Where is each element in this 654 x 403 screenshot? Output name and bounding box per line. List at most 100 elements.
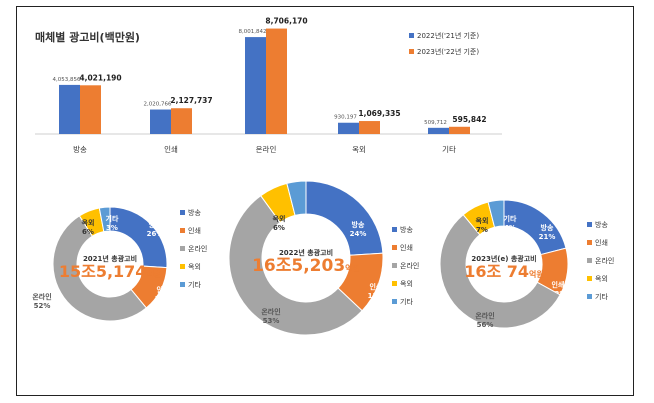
x-tick-label: 옥외 bbox=[352, 144, 366, 154]
slice-label: 53% bbox=[263, 317, 280, 325]
slice-label: 21% bbox=[539, 233, 556, 241]
bar bbox=[245, 37, 266, 134]
legend-label: 인쇄 bbox=[188, 226, 201, 235]
donut-slice bbox=[228, 195, 363, 336]
bar bbox=[150, 109, 171, 134]
slice-label: 방송 bbox=[149, 220, 162, 229]
bar bbox=[338, 122, 359, 134]
bar bbox=[359, 121, 380, 134]
legend-swatch bbox=[587, 276, 592, 281]
bar bbox=[171, 108, 192, 134]
slice-label: 7% bbox=[476, 226, 488, 234]
slice-label: 온라인 bbox=[261, 307, 280, 316]
bar-data-label: 509,712 bbox=[424, 120, 447, 126]
slice-label: 6% bbox=[82, 228, 94, 236]
slice-label: 온라인 bbox=[32, 292, 51, 301]
x-tick-label: 온라인 bbox=[256, 144, 277, 154]
bar bbox=[266, 28, 287, 134]
slice-label: 온라인 bbox=[475, 311, 494, 320]
center-total-unit: 억원 bbox=[345, 263, 360, 273]
center-total: 15조5,174억원 bbox=[59, 262, 161, 281]
center-total-value: 15조5,174 bbox=[59, 262, 147, 281]
slice-label: 방송 bbox=[352, 220, 365, 229]
legend-label: 기타 bbox=[595, 292, 608, 301]
bar bbox=[59, 84, 80, 134]
center-title: 2023년(e) 총광고비 bbox=[471, 254, 536, 263]
legend-swatch bbox=[392, 299, 397, 304]
donut-slice bbox=[286, 180, 307, 216]
slice-label: 기타 bbox=[106, 214, 119, 223]
legend-swatch bbox=[180, 228, 185, 233]
legend-swatch bbox=[180, 264, 185, 269]
center-total-unit: 억원 bbox=[529, 269, 544, 279]
legend-label: 온라인 bbox=[400, 261, 419, 270]
bar-data-label: 4,053,856 bbox=[53, 77, 81, 83]
donut-slice bbox=[439, 213, 561, 329]
center-total-value: 16조 74 bbox=[464, 262, 529, 281]
chart-title: 매체별 광고비(백만원) bbox=[35, 30, 140, 44]
slice-label: 52% bbox=[34, 302, 51, 310]
slice-label: 옥외 bbox=[273, 214, 286, 223]
slice-label: 13% bbox=[368, 292, 385, 300]
donut-slice bbox=[305, 180, 384, 256]
center-total: 16조5,203억원 bbox=[252, 256, 360, 276]
chart-frame: 매체별 광고비(백만원) 2022년('21년 기준) 2023년('22년 기준)… bbox=[16, 6, 634, 396]
bar-data-label: 8,001,842 bbox=[239, 29, 267, 35]
slice-label: 옥외 bbox=[82, 218, 95, 227]
legend-label: 옥외 bbox=[595, 274, 608, 283]
slice-label: 기타 bbox=[295, 215, 308, 224]
slice-label: 26% bbox=[147, 230, 164, 238]
legend-label: 방송 bbox=[595, 220, 608, 229]
slice-label: 옥외 bbox=[476, 216, 489, 225]
legend-swatch bbox=[409, 49, 414, 54]
center-total: 16조 74억원 bbox=[464, 262, 544, 281]
bar-data-label: 595,842 bbox=[452, 115, 486, 124]
x-tick-label: 기타 bbox=[442, 145, 456, 154]
donut-slice bbox=[98, 206, 111, 233]
slice-label: 방송 bbox=[541, 223, 554, 232]
bar-data-label: 2,127,737 bbox=[170, 96, 212, 105]
legend-label: 2023년('22년 기준) bbox=[417, 47, 479, 56]
legend-swatch bbox=[587, 294, 592, 299]
chart-canvas: 매체별 광고비(백만원) 2022년('21년 기준) 2023년('22년 기준)… bbox=[32, 17, 614, 336]
slice-label: 13% bbox=[155, 295, 172, 303]
legend-label: 기타 bbox=[400, 297, 413, 306]
legend-swatch bbox=[587, 222, 592, 227]
slice-label: 4% bbox=[295, 225, 307, 233]
legend-swatch bbox=[180, 282, 185, 287]
legend-swatch bbox=[392, 263, 397, 268]
bar-data-label: 2,020,766 bbox=[144, 102, 172, 108]
bar-data-label: 4,021,190 bbox=[79, 73, 121, 82]
center-total-value: 16조5,203 bbox=[252, 256, 345, 276]
slice-label: 3% bbox=[106, 224, 118, 232]
bar-data-label: 1,069,335 bbox=[358, 109, 400, 118]
legend-label: 온라인 bbox=[188, 244, 207, 253]
slice-label: 인쇄 bbox=[370, 282, 383, 291]
center-title: 2022년 총광고비 bbox=[279, 248, 333, 257]
bar bbox=[428, 127, 449, 134]
legend-swatch bbox=[392, 245, 397, 250]
donut-slice bbox=[52, 215, 148, 322]
bar-data-label: 8,706,170 bbox=[265, 17, 307, 26]
legend-label: 옥외 bbox=[400, 279, 413, 288]
center-total-unit: 억원 bbox=[146, 269, 161, 279]
legend-label: 방송 bbox=[400, 225, 413, 234]
legend-swatch bbox=[587, 258, 592, 263]
slice-label: 기타 bbox=[504, 214, 517, 223]
bar bbox=[80, 85, 101, 134]
legend-swatch bbox=[409, 33, 414, 38]
legend-swatch bbox=[587, 240, 592, 245]
legend-swatch bbox=[180, 210, 185, 215]
legend-label: 방송 bbox=[188, 208, 201, 217]
slice-label: 56% bbox=[477, 321, 494, 329]
legend-label: 인쇄 bbox=[400, 243, 413, 252]
legend-label: 온라인 bbox=[595, 256, 614, 265]
bar-data-label: 930,197 bbox=[334, 115, 357, 121]
legend-label: 기타 bbox=[188, 280, 201, 289]
donut-slice bbox=[487, 199, 505, 228]
center-title: 2021년 총광고비 bbox=[83, 254, 137, 263]
slice-label: 24% bbox=[350, 230, 367, 238]
